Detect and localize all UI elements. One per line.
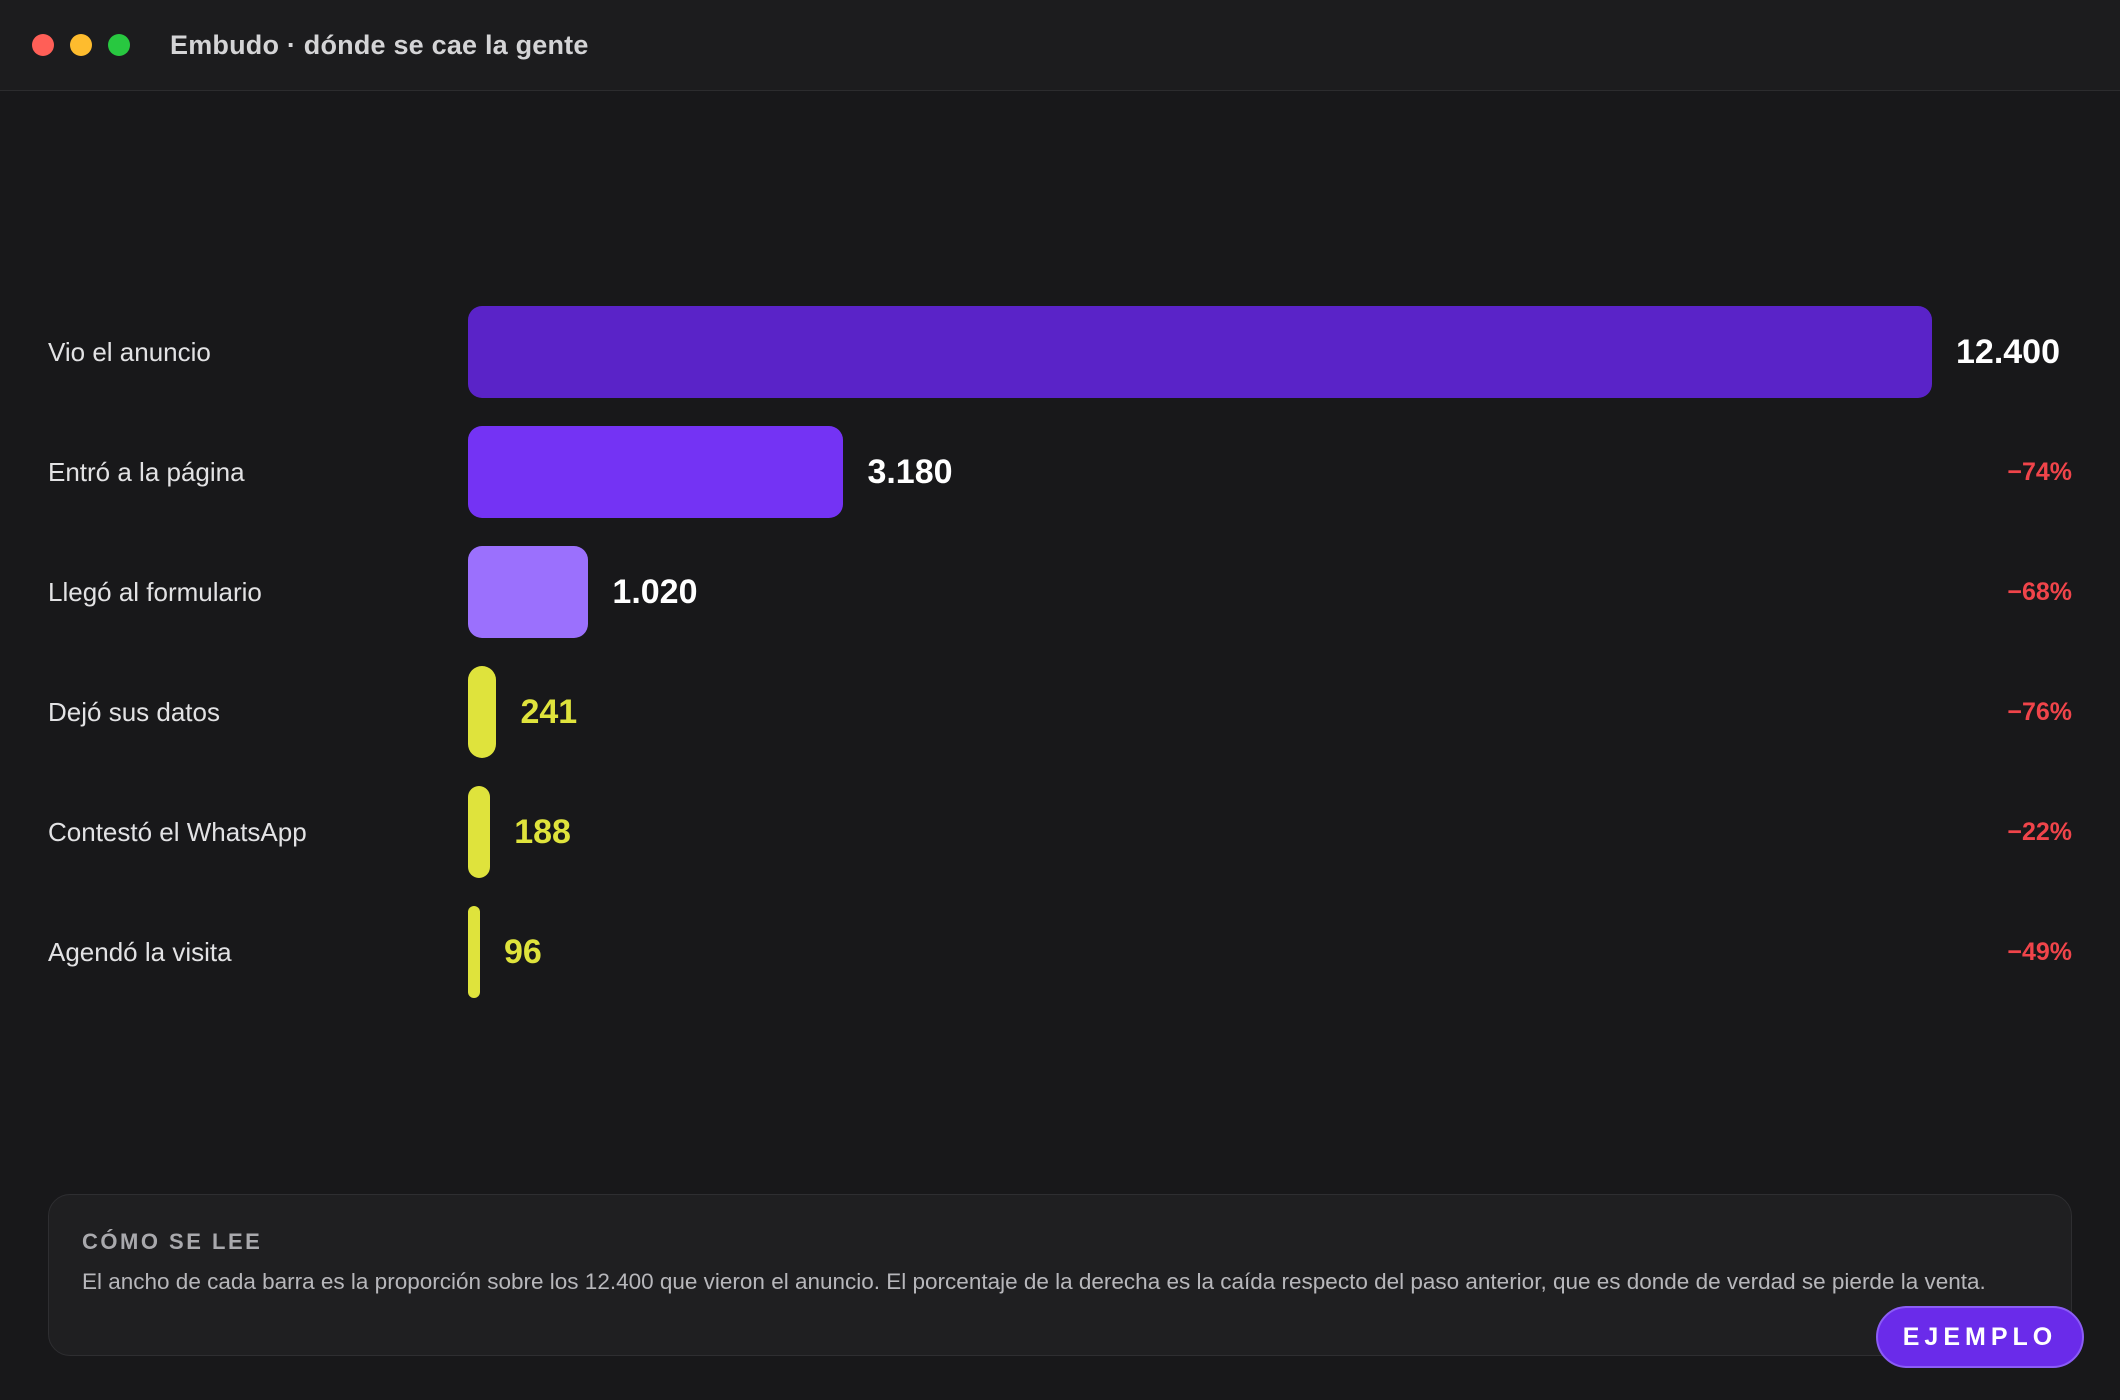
window-titlebar: Embudo · dónde se cae la gente — [0, 0, 2120, 91]
funnel-step-label: Contestó el WhatsApp — [48, 817, 307, 847]
funnel-step-label: Dejó sus datos — [48, 697, 220, 727]
maximize-window-button[interactable] — [108, 34, 130, 56]
funnel-bar — [468, 426, 844, 518]
funnel-row: Entró a la página 3.180 −74% — [0, 426, 2120, 518]
funnel-bar — [468, 546, 589, 638]
funnel-bar — [468, 786, 491, 878]
funnel-row: Dejó sus datos 241 −76% — [0, 666, 2120, 758]
funnel-value-label: 96 — [504, 933, 542, 971]
funnel-step-label: Agendó la visita — [48, 937, 232, 967]
funnel-bar — [468, 306, 1932, 398]
funnel-drop-percent: −74% — [2007, 458, 2072, 486]
funnel-value-label: 188 — [514, 813, 571, 851]
funnel-step-label: Entró a la página — [48, 457, 245, 487]
funnel-value-label: 241 — [520, 693, 578, 731]
funnel-row: Llegó al formulario 1.020 −68% — [0, 546, 2120, 638]
funnel-bar — [468, 906, 480, 998]
reading-guide-title: CÓMO SE LEE — [82, 1229, 263, 1254]
funnel-step-label: Vio el anuncio — [48, 337, 211, 367]
funnel-row: Agendó la visita 96 −49% — [0, 906, 2120, 998]
window-title: Embudo · dónde se cae la gente — [170, 30, 589, 60]
close-window-button[interactable] — [32, 34, 54, 56]
minimize-window-button[interactable] — [70, 34, 92, 56]
funnel-drop-percent: −76% — [2007, 698, 2072, 726]
funnel-value-label: 1.020 — [612, 573, 698, 611]
reading-guide-panel: CÓMO SE LEE El ancho de cada barra es la… — [48, 1194, 2072, 1356]
funnel-bar — [468, 666, 497, 758]
funnel-value-label: 12.400 — [1956, 333, 2060, 371]
funnel-step-label: Llegó al formulario — [48, 577, 262, 607]
funnel-value-label: 3.180 — [867, 453, 953, 491]
funnel-drop-percent: −68% — [2007, 578, 2072, 606]
funnel-row: Vio el anuncio 12.400 — [0, 306, 2120, 398]
funnel-drop-percent: −49% — [2007, 938, 2072, 966]
funnel-row: Contestó el WhatsApp 188 −22% — [0, 786, 2120, 878]
funnel-drop-percent: −22% — [2007, 818, 2072, 846]
reading-guide-text: El ancho de cada barra es la proporción … — [82, 1269, 1986, 1294]
example-badge: EJEMPLO — [1876, 1306, 2084, 1368]
